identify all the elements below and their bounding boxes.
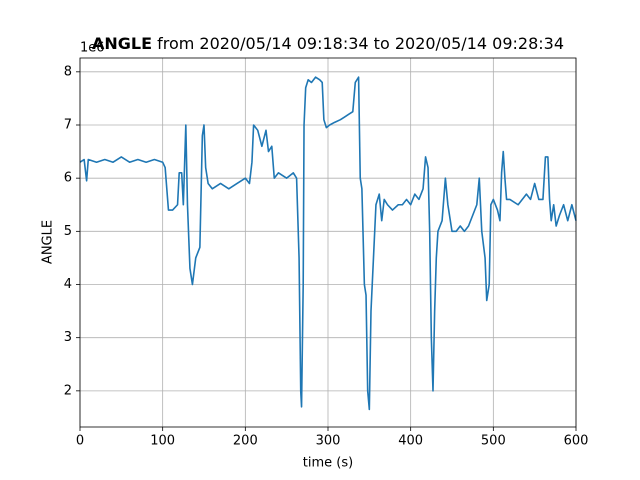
chart-title: ANGLE from 2020/05/14 09:18:34 to 2020/0…: [92, 34, 564, 53]
y-axis-label: ANGLE: [41, 220, 56, 264]
x-tick-label: 300: [316, 434, 341, 449]
y-tick-label: 3: [64, 330, 72, 345]
x-tick-label: 500: [481, 434, 506, 449]
x-axis-label: time (s): [303, 456, 353, 471]
x-tick-label: 100: [150, 434, 175, 449]
x-tick-label: 400: [398, 434, 423, 449]
y-tick-label: 7: [64, 117, 72, 132]
y-tick-label: 8: [64, 64, 72, 79]
x-tick-label: 0: [76, 434, 84, 449]
y-tick-label: 5: [64, 224, 72, 239]
offset-text: 1e6: [80, 41, 105, 56]
data-line: [79, 76, 577, 411]
x-tick-label: 200: [233, 434, 258, 449]
title-rest: from 2020/05/14 09:18:34 to 2020/05/14 0…: [157, 34, 564, 53]
title-variable: ANGLE: [92, 34, 152, 53]
y-tick-label: 2: [64, 383, 72, 398]
x-tick-label: 600: [564, 434, 589, 449]
y-tick-label: 4: [64, 277, 72, 292]
y-tick-label: 6: [64, 171, 72, 186]
axes-frame: [79, 57, 577, 428]
